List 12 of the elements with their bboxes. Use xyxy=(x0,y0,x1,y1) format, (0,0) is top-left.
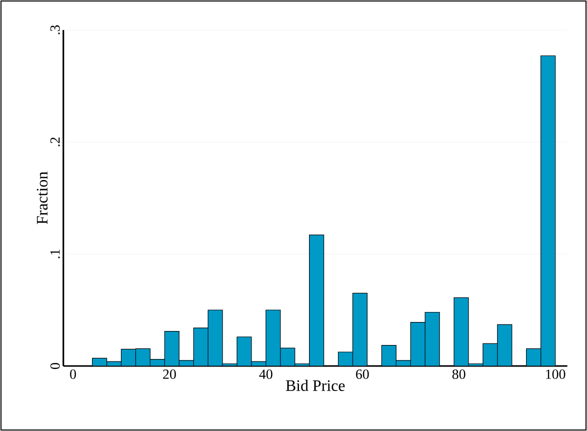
x-tick-label: 60 xyxy=(356,370,369,379)
x-tick-label: 0 xyxy=(70,370,76,379)
x-axis-title: Bid Price xyxy=(286,380,345,391)
x-tick-label: 40 xyxy=(259,370,272,379)
x-tick-label: 100 xyxy=(546,370,566,379)
y-tick-label: 0 xyxy=(50,363,60,369)
x-tick-label: 20 xyxy=(163,370,176,379)
x-tick-label: 80 xyxy=(452,370,466,379)
y-tick-label: .3 xyxy=(50,25,60,34)
y-tick-label: .2 xyxy=(50,138,60,146)
y-tick-label: .1 xyxy=(50,250,60,258)
y-axis-title: Fraction xyxy=(36,172,48,224)
